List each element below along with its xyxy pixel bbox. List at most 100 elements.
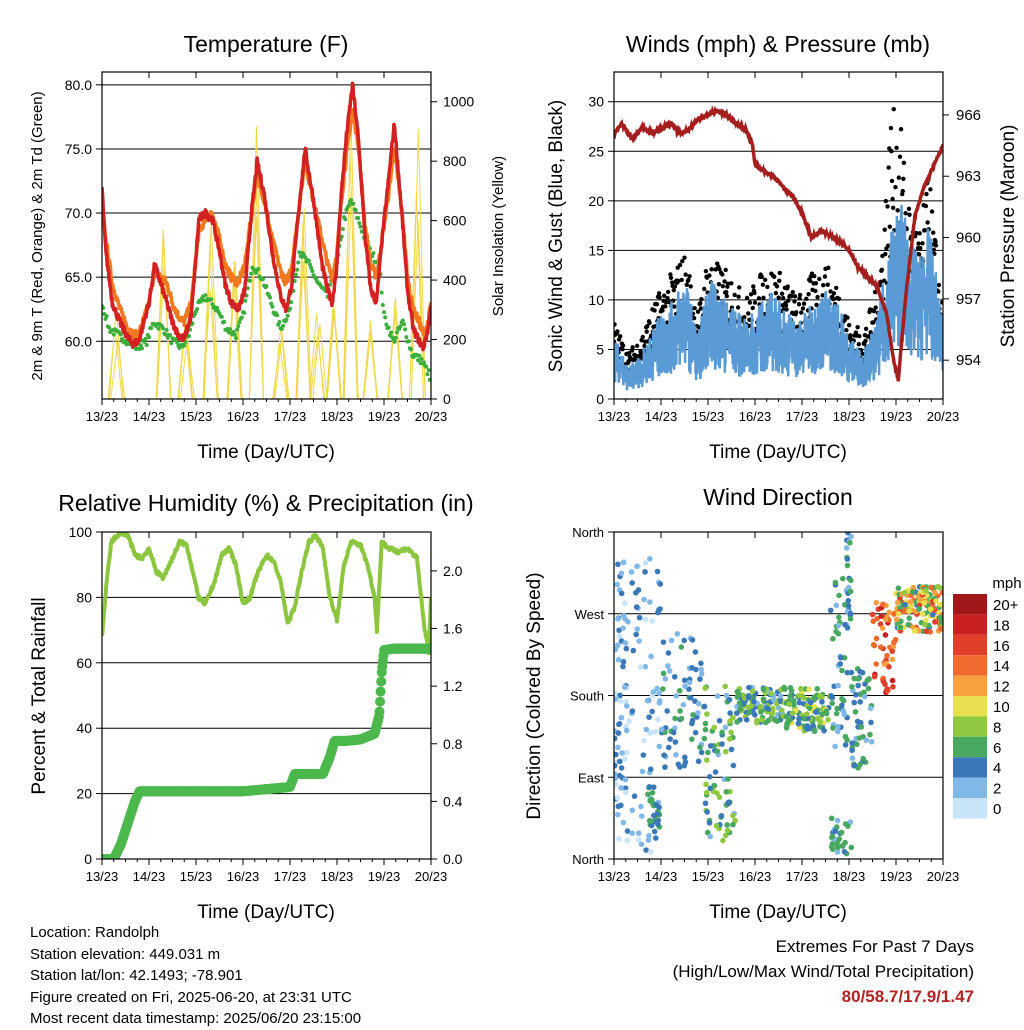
direction-point bbox=[664, 663, 671, 669]
direction-point bbox=[720, 837, 726, 844]
direction-point bbox=[616, 758, 623, 765]
direction-point bbox=[698, 671, 705, 677]
dewpoint-point bbox=[275, 313, 280, 318]
dewpoint-point bbox=[280, 323, 285, 328]
direction-point bbox=[660, 639, 667, 645]
direction-point bbox=[855, 682, 861, 689]
y-right-tick-label: 2.0 bbox=[443, 563, 463, 579]
dewpoint-point bbox=[164, 328, 169, 333]
gust-point bbox=[691, 315, 697, 321]
direction-point bbox=[657, 581, 664, 587]
y-tick-label: East bbox=[578, 770, 604, 785]
direction-point bbox=[856, 735, 863, 741]
direction-point bbox=[907, 599, 914, 605]
direction-point bbox=[897, 624, 904, 631]
direction-point bbox=[769, 710, 776, 716]
gust-point bbox=[844, 327, 849, 333]
direction-point bbox=[760, 696, 767, 702]
gust-point bbox=[898, 126, 904, 132]
direction-point bbox=[830, 725, 836, 731]
direction-point bbox=[626, 718, 632, 725]
direction-point bbox=[656, 804, 662, 811]
direction-point bbox=[623, 727, 630, 734]
direction-point bbox=[909, 589, 916, 595]
direction-point bbox=[713, 822, 720, 829]
y-tick-label: 100 bbox=[69, 524, 93, 540]
y-tick-label: 20 bbox=[76, 786, 92, 802]
direction-point bbox=[790, 697, 797, 704]
direction-point bbox=[662, 764, 668, 770]
sonic-wind-line bbox=[614, 204, 943, 391]
direction-point bbox=[861, 689, 867, 696]
x-tick-label: 15/23 bbox=[692, 869, 725, 884]
gust-point bbox=[634, 343, 640, 349]
gust-point bbox=[752, 290, 757, 296]
direction-series bbox=[614, 532, 943, 857]
direction-point bbox=[712, 769, 719, 775]
gust-point bbox=[784, 307, 789, 312]
solar-spike bbox=[310, 335, 326, 399]
direction-point bbox=[844, 562, 851, 569]
direction-point bbox=[703, 781, 709, 788]
direction-point bbox=[723, 748, 729, 755]
direction-point bbox=[777, 698, 784, 704]
dewpoint-point bbox=[242, 310, 247, 315]
dewpoint-point bbox=[351, 201, 356, 206]
direction-point bbox=[620, 819, 627, 826]
dewpoint-point bbox=[409, 347, 414, 352]
gust-point bbox=[799, 310, 804, 315]
gust-point bbox=[756, 296, 762, 301]
dewpoint-point bbox=[163, 332, 168, 337]
direction-point bbox=[727, 718, 733, 724]
direction-point bbox=[648, 822, 655, 829]
dewpoint-point bbox=[186, 334, 191, 339]
direction-point bbox=[901, 589, 908, 596]
gust-point bbox=[906, 206, 912, 212]
x-tick-label: 13/23 bbox=[598, 869, 631, 884]
y-tick-label: 5 bbox=[596, 341, 604, 357]
direction-point bbox=[905, 621, 912, 628]
direction-point bbox=[939, 590, 943, 596]
gust-point bbox=[801, 301, 807, 306]
dewpoint-point bbox=[268, 295, 273, 300]
direction-point bbox=[623, 698, 629, 705]
direction-point bbox=[873, 599, 880, 606]
gust-point bbox=[842, 317, 847, 323]
direction-point bbox=[614, 775, 618, 782]
y-right-tick-label: 600 bbox=[443, 213, 467, 229]
direction-point bbox=[682, 683, 688, 690]
gust-point bbox=[709, 267, 714, 272]
gust-point bbox=[806, 291, 811, 297]
gust-point bbox=[776, 295, 781, 300]
gust-point bbox=[669, 280, 675, 285]
gust-point bbox=[894, 145, 899, 150]
direction-point bbox=[916, 606, 922, 612]
colorbar-swatch bbox=[953, 594, 987, 615]
direction-point bbox=[707, 743, 714, 749]
gust-point bbox=[792, 294, 798, 299]
dewpoint-point bbox=[382, 310, 386, 315]
dewpoint-point bbox=[102, 305, 106, 310]
gust-point bbox=[660, 308, 665, 313]
direction-point bbox=[725, 800, 732, 807]
y-tick-label: 75.0 bbox=[65, 141, 92, 157]
x-tick-label: 16/23 bbox=[739, 869, 772, 884]
gust-point bbox=[665, 296, 670, 301]
direction-point bbox=[698, 749, 705, 756]
y-tick-label: 0 bbox=[596, 391, 604, 407]
winds-ylabel-right: Station Pressure (Maroon) bbox=[998, 125, 1019, 348]
y-right-tick-label: 0.8 bbox=[443, 736, 463, 752]
dewpoint-point bbox=[356, 216, 361, 221]
dewpoint-point bbox=[349, 197, 354, 202]
direction-point bbox=[673, 751, 679, 758]
direction-point bbox=[796, 693, 803, 699]
gust-point bbox=[797, 292, 803, 298]
y-tick-label: North bbox=[572, 525, 604, 540]
dewpoint-point bbox=[371, 251, 376, 256]
x-tick-label: 20/23 bbox=[415, 409, 448, 424]
direction-point bbox=[723, 692, 730, 699]
direction-point bbox=[788, 688, 795, 694]
direction-point bbox=[867, 705, 874, 712]
direction-point bbox=[634, 563, 640, 570]
station-elevation: Station elevation: 449.031 m bbox=[30, 945, 221, 963]
